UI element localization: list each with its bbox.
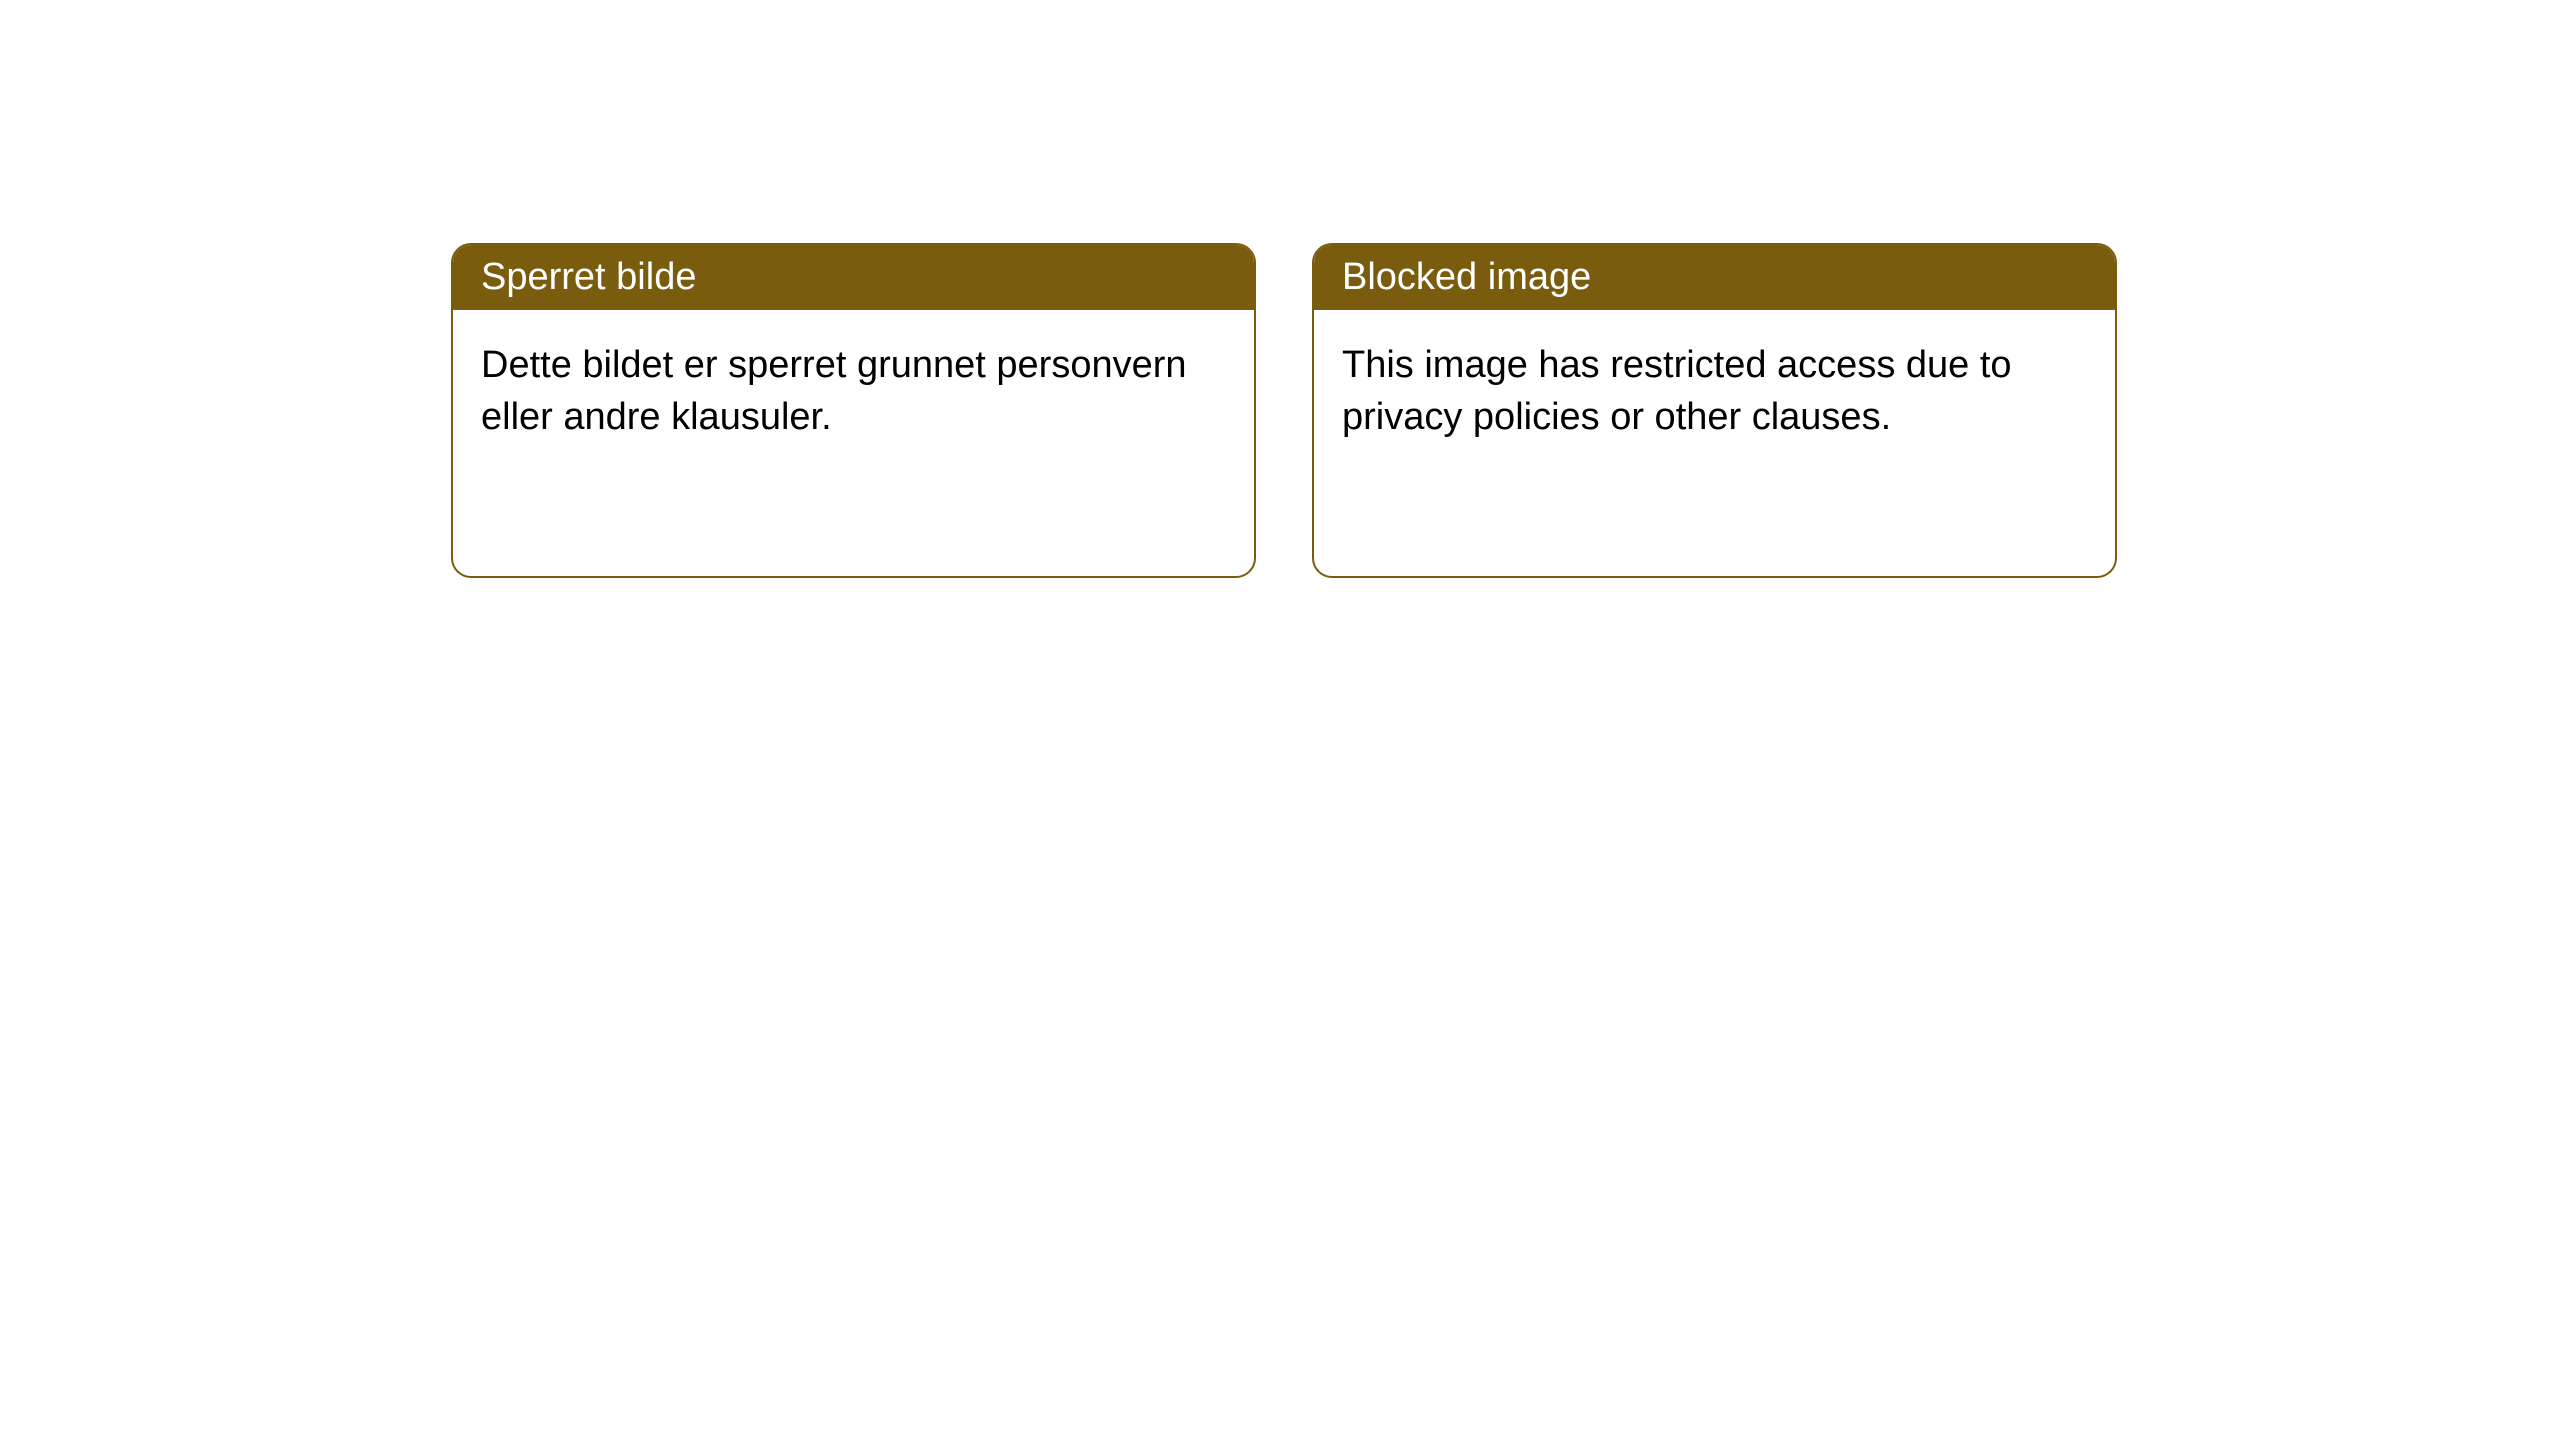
notice-card-norwegian: Sperret bilde Dette bildet er sperret gr… — [451, 243, 1256, 578]
notice-container: Sperret bilde Dette bildet er sperret gr… — [451, 243, 2117, 578]
notice-title: Sperret bilde — [453, 245, 1254, 310]
notice-message: This image has restricted access due to … — [1314, 310, 2115, 473]
notice-card-english: Blocked image This image has restricted … — [1312, 243, 2117, 578]
notice-title: Blocked image — [1314, 245, 2115, 310]
notice-message: Dette bildet er sperret grunnet personve… — [453, 310, 1254, 473]
